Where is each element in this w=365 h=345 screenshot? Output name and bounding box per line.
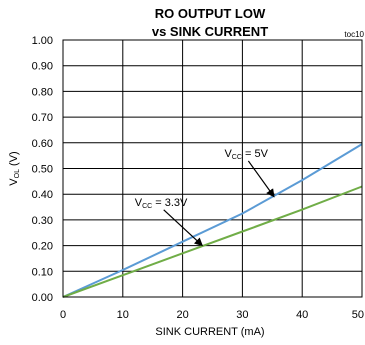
- x-tick-label: 50: [352, 309, 364, 321]
- x-tick-label: 30: [236, 309, 248, 321]
- x-axis-label: SINK CURRENT (mA): [155, 326, 264, 338]
- annotation-label-2: VCC = 3.3V: [135, 197, 188, 210]
- annotation-main: V: [224, 148, 232, 160]
- y-tick-labels: 0.00 0.10 0.20 0.30 0.40 0.50 0.60 0.70 0.80 0.90…: [32, 35, 53, 304]
- x-tick-labels: 0 10 20 30 40 50: [60, 309, 364, 321]
- y-tick-label: 0.90: [32, 61, 53, 73]
- chart-title: RO OUTPUT LOW: [155, 6, 266, 21]
- y-tick-label: 0.20: [32, 241, 53, 253]
- y-tick-label: 0.10: [32, 266, 53, 278]
- annotation-main: V: [135, 197, 143, 209]
- y-tick-label: 0.60: [32, 138, 53, 150]
- y-tick-label: 0.80: [32, 86, 53, 98]
- y-axis-label-main: V: [8, 178, 20, 186]
- annotation-suffix: = 3.3V: [152, 197, 188, 209]
- annotation-arrow-2: [163, 209, 203, 247]
- y-tick-label: 0.40: [32, 189, 53, 201]
- y-tick-label: 0.30: [32, 215, 53, 227]
- y-axis-label-suffix: (V): [8, 151, 20, 169]
- annotation-label-1: VCC = 5V: [224, 148, 268, 161]
- series-line-1: [62, 143, 363, 298]
- annotation-sub: CC: [142, 203, 152, 210]
- series-line-2: [62, 185, 363, 298]
- chart-subtitle: vs SINK CURRENT: [152, 24, 268, 39]
- annotation-arrow-1: [247, 160, 275, 198]
- x-tick-label: 0: [60, 309, 66, 321]
- x-tick-label: 40: [296, 309, 308, 321]
- y-tick-label: 0.50: [32, 164, 53, 176]
- y-tick-label: 1.00: [32, 35, 53, 47]
- x-tick-label: 10: [117, 309, 129, 321]
- y-axis-label-sub: OL: [14, 169, 21, 178]
- annotation-sub: CC: [232, 154, 242, 161]
- y-tick-label: 0.00: [32, 292, 53, 304]
- y-tick-label: 0.70: [32, 112, 53, 124]
- annotation-suffix: = 5V: [242, 148, 269, 160]
- chart-tag: toc10: [344, 30, 364, 39]
- x-tick-label: 20: [176, 309, 188, 321]
- plot-frame: [62, 39, 363, 298]
- series-lines: [62, 143, 363, 298]
- grid: [63, 40, 362, 297]
- y-axis-label: VOL (V): [8, 151, 21, 185]
